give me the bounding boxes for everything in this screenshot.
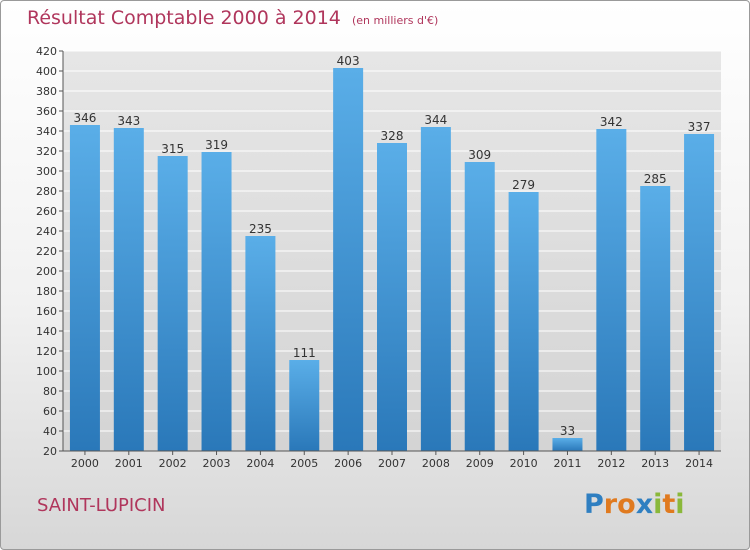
bar — [333, 68, 364, 451]
logo-letter: i — [675, 489, 685, 520]
x-tick-label: 2008 — [422, 457, 450, 470]
y-tick-label: 320 — [36, 145, 57, 158]
y-tick-label: 420 — [36, 45, 57, 58]
y-tick-label: 160 — [36, 305, 57, 318]
bar — [69, 125, 100, 451]
x-tick-label: 2002 — [159, 457, 187, 470]
data-label: 111 — [293, 346, 316, 360]
y-tick-label: 400 — [36, 65, 57, 78]
bar — [596, 129, 627, 451]
x-tick-label: 2012 — [597, 457, 625, 470]
data-label: 343 — [117, 114, 140, 128]
chart-title: Résultat Comptable 2000 à 2014 — [27, 7, 341, 29]
x-tick-label: 2005 — [290, 457, 318, 470]
chart-subtitle: (en milliers d'€) — [351, 14, 439, 27]
y-tick-label: 140 — [36, 325, 57, 338]
bar — [289, 360, 320, 451]
bar — [464, 162, 495, 451]
bar — [157, 156, 188, 451]
data-label: 285 — [644, 172, 667, 186]
logo-letter: t — [662, 489, 676, 520]
y-tick-label: 80 — [43, 385, 57, 398]
y-tick-label: 240 — [36, 225, 57, 238]
y-tick-label: 280 — [36, 185, 57, 198]
data-label: 342 — [600, 115, 623, 129]
x-tick-label: 2006 — [334, 457, 362, 470]
bar — [245, 236, 276, 451]
bar — [552, 438, 583, 451]
data-label: 279 — [512, 178, 535, 192]
x-tick-label: 2013 — [641, 457, 669, 470]
x-tick-label: 2010 — [510, 457, 538, 470]
y-tick-label: 40 — [43, 425, 57, 438]
data-label: 319 — [205, 138, 228, 152]
data-labels: 346 343 315 319 235 111 403 328 344 309 279 33 342 28… — [73, 54, 710, 438]
data-label: 33 — [560, 424, 575, 438]
bar — [113, 128, 144, 451]
y-tick-label: 20 — [43, 445, 57, 458]
data-label: 346 — [73, 111, 96, 125]
bar — [201, 152, 232, 451]
y-tick-label: 340 — [36, 125, 57, 138]
x-tick-label: 2000 — [71, 457, 99, 470]
data-label: 328 — [381, 129, 404, 143]
proxiti-logo: Proxiti — [584, 489, 685, 520]
x-tick-label: 2011 — [553, 457, 581, 470]
y-tick-label: 360 — [36, 105, 57, 118]
x-tick-label: 2003 — [203, 457, 231, 470]
x-tick-label: 2004 — [246, 457, 274, 470]
y-axis: 20 40 60 80 100 120 140 160 180 200 220 240 260 280 30… — [36, 45, 64, 458]
data-label: 403 — [337, 54, 360, 68]
x-tick-label: 2007 — [378, 457, 406, 470]
data-label: 337 — [688, 120, 711, 134]
bar — [508, 192, 539, 451]
data-label: 344 — [424, 113, 447, 127]
bar — [420, 127, 451, 451]
bar — [684, 134, 715, 451]
logo-letter: r — [603, 489, 618, 520]
commune-name: SAINT-LUPICIN — [37, 495, 166, 516]
y-tick-label: 120 — [36, 345, 57, 358]
data-label: 235 — [249, 222, 272, 236]
logo-letter: o — [617, 489, 636, 520]
y-tick-label: 200 — [36, 265, 57, 278]
logo-letter: i — [653, 489, 663, 520]
logo-letter: P — [584, 489, 604, 520]
x-axis: 2000 2001 2002 2003 2004 2005 2006 2007 2008 2009… — [63, 450, 721, 470]
y-tick-label: 380 — [36, 85, 57, 98]
data-label: 309 — [468, 148, 491, 162]
title-row: Résultat Comptable 2000 à 2014 (en milli… — [27, 7, 438, 29]
bars — [69, 68, 715, 451]
x-tick-label: 2001 — [115, 457, 143, 470]
y-tick-label: 100 — [36, 365, 57, 378]
y-tick-label: 260 — [36, 205, 57, 218]
bar — [377, 143, 407, 451]
y-tick-label: 220 — [36, 245, 57, 258]
x-tick-label: 2014 — [685, 457, 713, 470]
x-tick-label: 2009 — [466, 457, 494, 470]
y-tick-label: 180 — [36, 285, 57, 298]
logo-letter: x — [635, 489, 654, 520]
y-tick-label: 60 — [43, 405, 57, 418]
data-label: 315 — [161, 142, 184, 156]
y-tick-label: 300 — [36, 165, 57, 178]
bar — [640, 186, 671, 451]
